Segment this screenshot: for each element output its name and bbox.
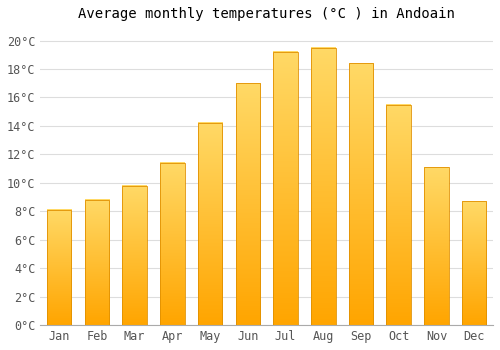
Bar (462, 201, 486, 325)
Bar (160, 163, 184, 325)
Bar (424, 167, 448, 325)
Bar (84, 200, 109, 325)
Bar (47, 210, 72, 325)
Title: Average monthly temperatures (°C ) in Andoain: Average monthly temperatures (°C ) in An… (78, 7, 455, 21)
Bar (122, 186, 147, 325)
Bar (274, 52, 298, 325)
Bar (311, 48, 336, 325)
Bar (198, 123, 222, 325)
Bar (348, 63, 374, 325)
Bar (386, 105, 411, 325)
Bar (236, 83, 260, 325)
